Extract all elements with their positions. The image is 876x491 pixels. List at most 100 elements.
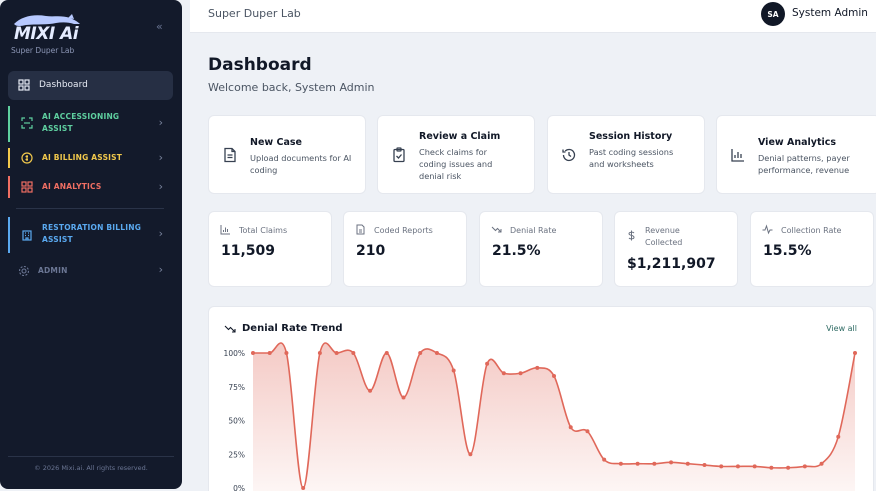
data-point[interactable] (669, 460, 674, 465)
data-point[interactable] (552, 373, 556, 378)
review-claim-card[interactable]: Review a Claim Check claims for coding i… (377, 115, 535, 194)
data-point[interactable] (451, 368, 456, 373)
data-point[interactable] (853, 351, 857, 355)
data-point[interactable] (752, 464, 757, 469)
data-point[interactable] (819, 461, 824, 466)
chart-title: Denial Rate Trend (242, 323, 343, 334)
panther-icon (14, 14, 80, 26)
data-point[interactable] (602, 457, 607, 462)
data-point[interactable] (836, 434, 841, 439)
document-icon (356, 224, 365, 235)
stat-label: Revenue Collected (645, 226, 683, 247)
data-point[interactable] (384, 351, 389, 355)
sidebar-item-ai-analytics[interactable]: AI ANALYTICS › (8, 176, 173, 198)
view-all-link[interactable]: View all (826, 324, 857, 333)
data-point[interactable] (802, 464, 807, 469)
new-case-card[interactable]: New Case Upload documents for AI coding (208, 115, 366, 194)
divider (16, 208, 164, 209)
sidebar-item-label: ADMIN (38, 266, 68, 275)
data-point[interactable] (685, 461, 690, 466)
stat-value: 11,509 (221, 243, 276, 259)
sidebar-item-admin[interactable]: ADMIN › (8, 262, 173, 280)
building-icon (22, 230, 32, 241)
grid-icon (18, 79, 30, 91)
stat-label: Denial Rate (510, 226, 557, 235)
card-title: Review a Claim (419, 131, 501, 142)
chevron-right-icon: › (158, 227, 163, 240)
coin-icon (21, 152, 33, 164)
data-point[interactable] (769, 465, 774, 470)
card-title: View Analytics (758, 137, 837, 148)
document-icon (224, 147, 236, 163)
stat-card-collection-rate: Collection Rate 15.5% (750, 211, 874, 287)
bar-chart-icon (220, 225, 230, 235)
data-point[interactable] (334, 351, 339, 355)
data-point[interactable] (652, 461, 657, 466)
data-point[interactable] (351, 351, 356, 355)
accent-bar (8, 176, 10, 198)
user-name[interactable]: System Admin (792, 7, 868, 19)
data-point[interactable] (267, 351, 272, 355)
card-description: Past coding sessions and worksheets (589, 147, 674, 169)
data-point[interactable] (702, 463, 707, 468)
data-point[interactable] (317, 351, 322, 355)
stat-value: 15.5% (763, 243, 812, 259)
sidebar-item-ai-billing[interactable]: AI BILLING ASSIST › (8, 148, 173, 168)
trend-down-icon (224, 325, 236, 333)
page-title: Dashboard (208, 55, 312, 75)
session-history-card[interactable]: Session History Past coding sessions and… (547, 115, 705, 194)
y-tick-label: 75% (228, 383, 245, 392)
welcome-message: Welcome back, System Admin (208, 81, 375, 94)
data-point[interactable] (501, 371, 506, 376)
history-icon (562, 148, 576, 162)
data-point[interactable] (401, 395, 406, 400)
sidebar-item-label: RESTORATION BILLING ASSIST (42, 223, 142, 244)
y-tick-label: 0% (233, 484, 245, 491)
card-description: Check claims for coding issues and denia… (419, 147, 493, 181)
scan-icon (21, 117, 33, 129)
clipboard-check-icon (393, 147, 405, 163)
view-analytics-card[interactable]: View Analytics Denial patterns, payer pe… (716, 115, 876, 194)
sidebar-item-restoration-billing[interactable]: RESTORATION BILLING ASSIST › (8, 217, 173, 253)
accent-bar (8, 217, 10, 253)
data-point[interactable] (418, 351, 423, 355)
data-point[interactable] (735, 464, 740, 469)
grid-icon (21, 181, 33, 193)
data-point[interactable] (251, 351, 255, 355)
dollar-icon (628, 230, 635, 241)
data-point[interactable] (585, 429, 590, 434)
sidebar-item-dashboard[interactable]: Dashboard (8, 71, 173, 100)
chevron-right-icon: › (158, 151, 163, 164)
data-point[interactable] (368, 388, 373, 393)
data-point[interactable] (468, 452, 473, 457)
data-point[interactable] (301, 486, 306, 490)
data-point[interactable] (719, 464, 724, 469)
sidebar-item-label: AI ANALYTICS (42, 182, 102, 191)
logo-subtitle: Super Duper Lab (11, 46, 75, 55)
data-point[interactable] (284, 351, 289, 355)
denial-rate-chart: 100% 75% 50% 25% 0% (224, 342, 857, 491)
trend-down-icon (491, 226, 502, 233)
data-point[interactable] (518, 371, 523, 376)
chevron-right-icon: › (158, 116, 163, 129)
stat-card-total-claims: Total Claims 11,509 (208, 211, 332, 287)
data-point[interactable] (618, 461, 623, 466)
card-title: Session History (589, 131, 673, 142)
sidebar-item-label: Dashboard (39, 80, 88, 90)
sidebar-item-ai-accessioning[interactable]: AI ACCESSIONING ASSIST › (8, 106, 173, 142)
data-point[interactable] (786, 465, 791, 470)
data-point[interactable] (535, 365, 540, 370)
data-point[interactable] (434, 351, 439, 355)
data-point[interactable] (568, 425, 573, 430)
lab-name: Super Duper Lab (208, 7, 301, 20)
card-title: New Case (250, 137, 302, 148)
data-point[interactable] (635, 461, 640, 466)
collapse-sidebar-icon[interactable]: « (156, 20, 163, 33)
stat-value: $1,211,907 (627, 256, 716, 272)
avatar[interactable]: SA (761, 2, 785, 26)
sidebar-footer: © 2026 Mixi.ai. All rights reserved. (34, 464, 148, 472)
sidebar: MIXI Ai Super Duper Lab « Dashboard AI A… (0, 0, 182, 489)
data-point[interactable] (485, 361, 490, 366)
denial-rate-trend-card: Denial Rate Trend View all 100% 75% 50% 25%… (208, 306, 874, 491)
stat-label: Total Claims (239, 226, 288, 235)
